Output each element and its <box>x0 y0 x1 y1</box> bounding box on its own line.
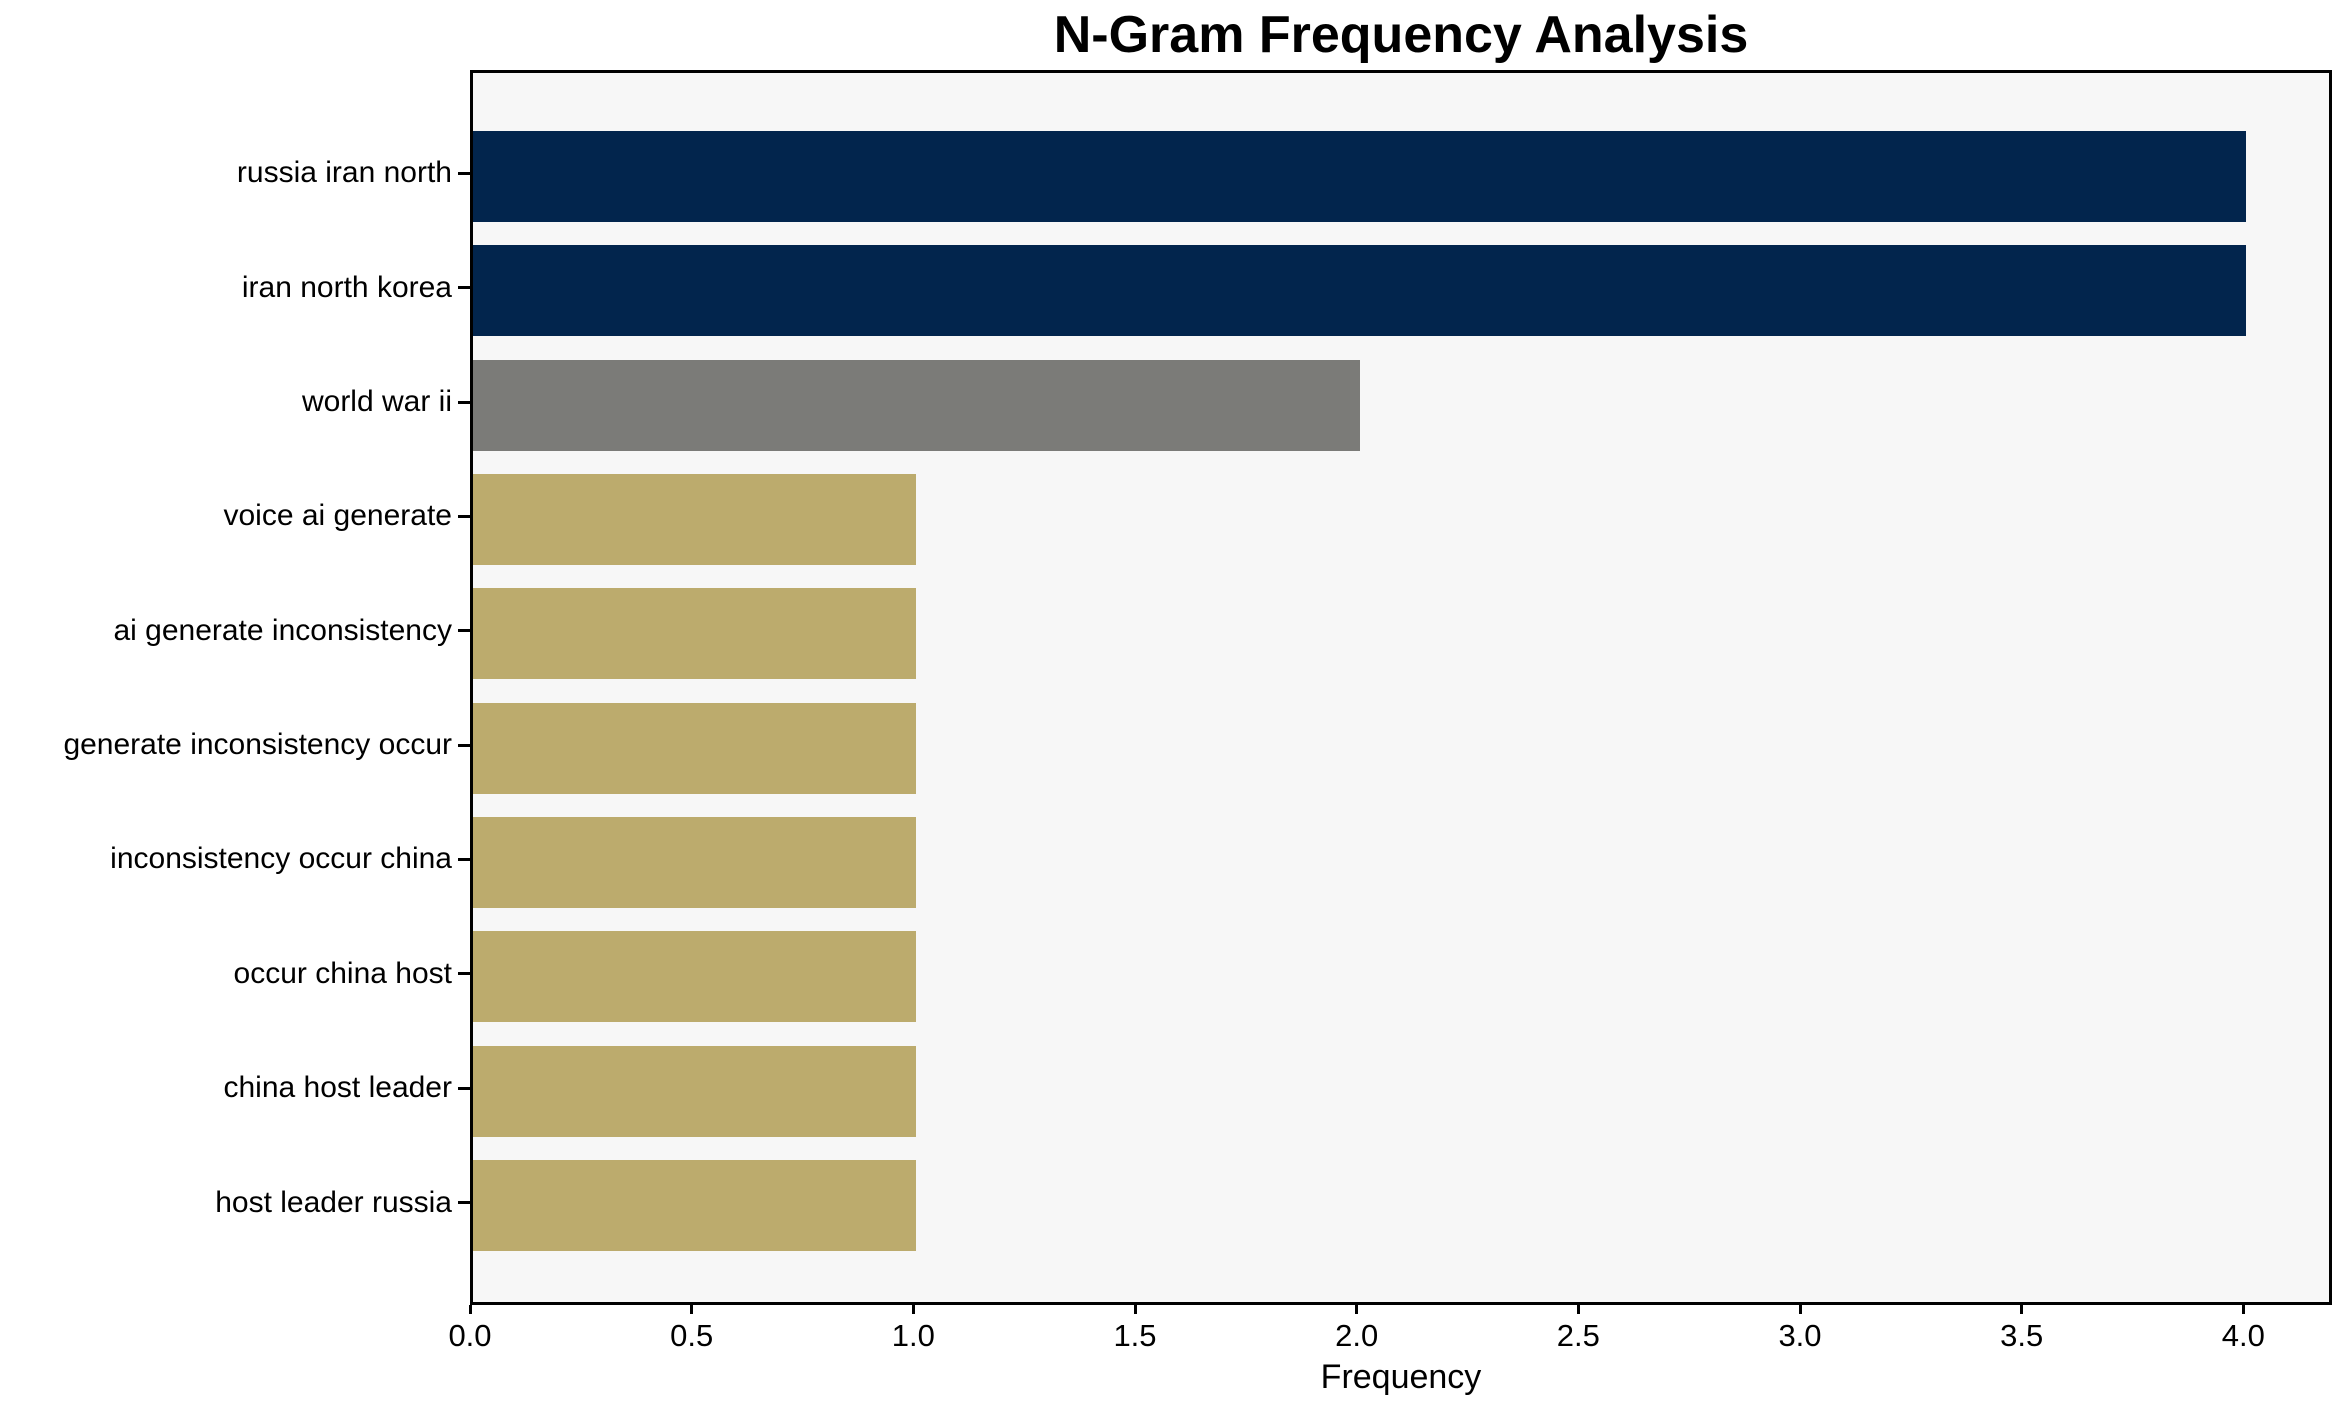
bar <box>473 1045 917 1137</box>
y-tick-label: russia iran north <box>236 156 452 190</box>
y-tick <box>458 400 470 404</box>
x-tick-label: 3.5 <box>2000 1318 2044 1353</box>
y-tick-label: china host leader <box>223 1071 453 1105</box>
x-tick-label: 4.0 <box>2221 1318 2265 1353</box>
x-axis-label: Frequency <box>1320 1358 1482 1396</box>
bar <box>473 816 917 908</box>
chart-title: N-Gram Frequency Analysis <box>1053 6 1749 64</box>
y-tick-label: ai generate inconsistency <box>113 613 452 647</box>
y-tick <box>458 629 470 633</box>
x-tick-label: 3.0 <box>1778 1318 1822 1353</box>
x-tick <box>690 1305 694 1314</box>
x-tick <box>1798 1305 1802 1314</box>
y-tick <box>458 857 470 861</box>
x-tick-label: 2.5 <box>1556 1318 1600 1353</box>
x-tick-label: 1.5 <box>1113 1318 1157 1353</box>
bar <box>473 130 2247 222</box>
y-tick-label: host leader russia <box>215 1185 452 1219</box>
x-tick-label: 0.5 <box>670 1318 714 1353</box>
x-tick <box>468 1305 472 1314</box>
y-tick <box>458 286 470 290</box>
bar <box>473 1160 917 1252</box>
x-tick <box>911 1305 915 1314</box>
bar <box>473 245 2247 337</box>
y-tick-label: generate inconsistency occur <box>63 728 452 762</box>
x-tick <box>2241 1305 2245 1314</box>
y-tick <box>458 171 470 175</box>
y-tick <box>458 743 470 747</box>
y-tick-label: iran north korea <box>241 270 452 304</box>
x-tick-label: 2.0 <box>1335 1318 1379 1353</box>
bar <box>473 702 917 794</box>
y-tick <box>458 972 470 976</box>
y-tick-label: voice ai generate <box>223 499 453 533</box>
y-tick <box>458 1086 470 1090</box>
x-tick-label: 0.0 <box>448 1318 492 1353</box>
x-tick <box>1576 1305 1580 1314</box>
x-tick-label: 1.0 <box>891 1318 935 1353</box>
y-tick <box>458 514 470 518</box>
y-tick-label: inconsistency occur china <box>110 842 452 876</box>
x-tick <box>1355 1305 1359 1314</box>
y-tick-label: world war ii <box>301 385 452 419</box>
plot-area <box>470 70 2332 1305</box>
y-tick-label: occur china host <box>233 956 452 990</box>
bar <box>473 931 917 1023</box>
bar <box>473 588 917 680</box>
x-tick <box>2020 1305 2024 1314</box>
y-tick <box>458 1201 470 1205</box>
bar <box>473 473 917 565</box>
bar <box>473 359 1360 451</box>
x-tick <box>1133 1305 1137 1314</box>
